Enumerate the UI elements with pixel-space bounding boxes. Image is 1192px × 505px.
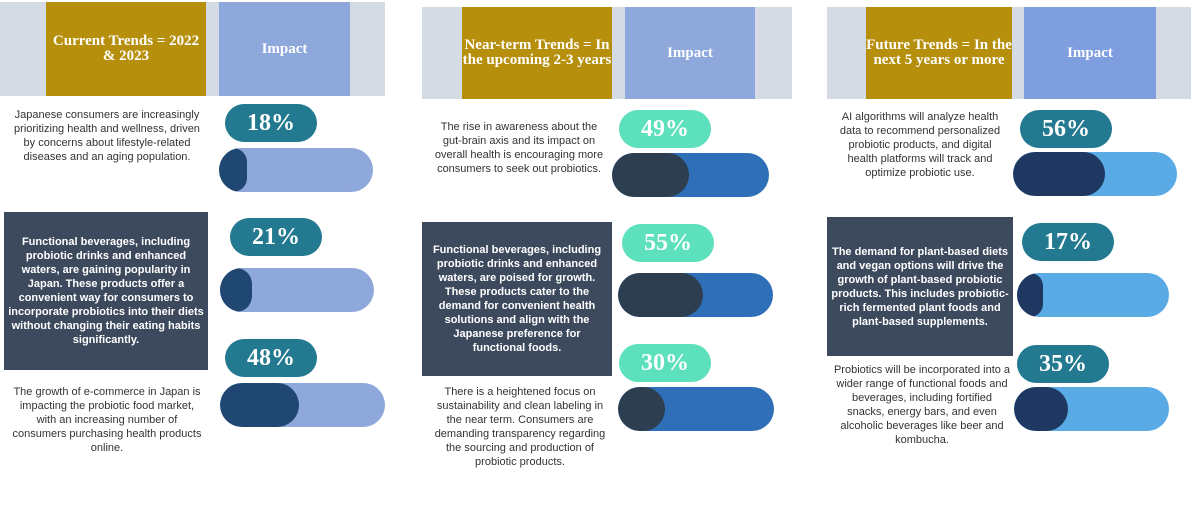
column-header-title: Current Trends = 2022 & 2023 [46, 2, 206, 96]
percent-badge: 17% [1022, 223, 1114, 261]
impact-bar [1013, 152, 1177, 196]
impact-bar-fill [1013, 152, 1105, 196]
percent-badge: 30% [619, 344, 711, 382]
impact-bar-fill [220, 383, 300, 427]
impact-header: Impact [1024, 7, 1156, 99]
trend-text: Probiotics will be incorporated into a w… [833, 364, 1011, 446]
impact-bar [220, 383, 385, 427]
impact-bar-fill [612, 153, 689, 197]
impact-header: Impact [219, 2, 350, 96]
impact-bar-fill [1014, 387, 1069, 431]
trend-text-highlight: Functional beverages, including probioti… [422, 222, 612, 376]
impact-bar-fill [220, 268, 253, 312]
trend-text: The growth of e-commerce in Japan is imp… [12, 386, 202, 454]
impact-bar [1017, 273, 1169, 317]
impact-bar-fill [618, 387, 665, 431]
trend-text: The rise in awareness about the gut-brai… [434, 121, 604, 175]
impact-bar [219, 148, 373, 192]
percent-badge: 21% [230, 218, 322, 256]
trend-text-highlight: Functional beverages, including probioti… [4, 212, 208, 370]
percent-badge: 55% [622, 224, 714, 262]
column-header-title: Future Trends = In the next 5 years or m… [866, 7, 1012, 99]
impact-bar-fill [618, 273, 704, 317]
percent-badge: 35% [1017, 345, 1109, 383]
impact-bar-fill [219, 148, 247, 192]
percent-badge: 49% [619, 110, 711, 148]
impact-bar [1014, 387, 1169, 431]
percent-badge: 56% [1020, 110, 1112, 148]
trend-text: AI algorithms will analyze health data t… [839, 111, 1001, 179]
impact-bar [618, 387, 774, 431]
impact-bar [618, 273, 773, 317]
impact-bar-fill [1017, 273, 1043, 317]
percent-badge: 48% [225, 339, 317, 377]
percent-badge: 18% [225, 104, 317, 142]
impact-bar [220, 268, 374, 312]
trend-text: There is a heightened focus on sustainab… [434, 386, 606, 468]
trend-text: Japanese consumers are increasingly prio… [14, 109, 200, 163]
trend-text-highlight: The demand for plant-based diets and veg… [827, 217, 1013, 356]
column-header-title: Near-term Trends = In the upcoming 2-3 y… [462, 7, 612, 99]
impact-bar [612, 153, 769, 197]
impact-header: Impact [625, 7, 755, 99]
